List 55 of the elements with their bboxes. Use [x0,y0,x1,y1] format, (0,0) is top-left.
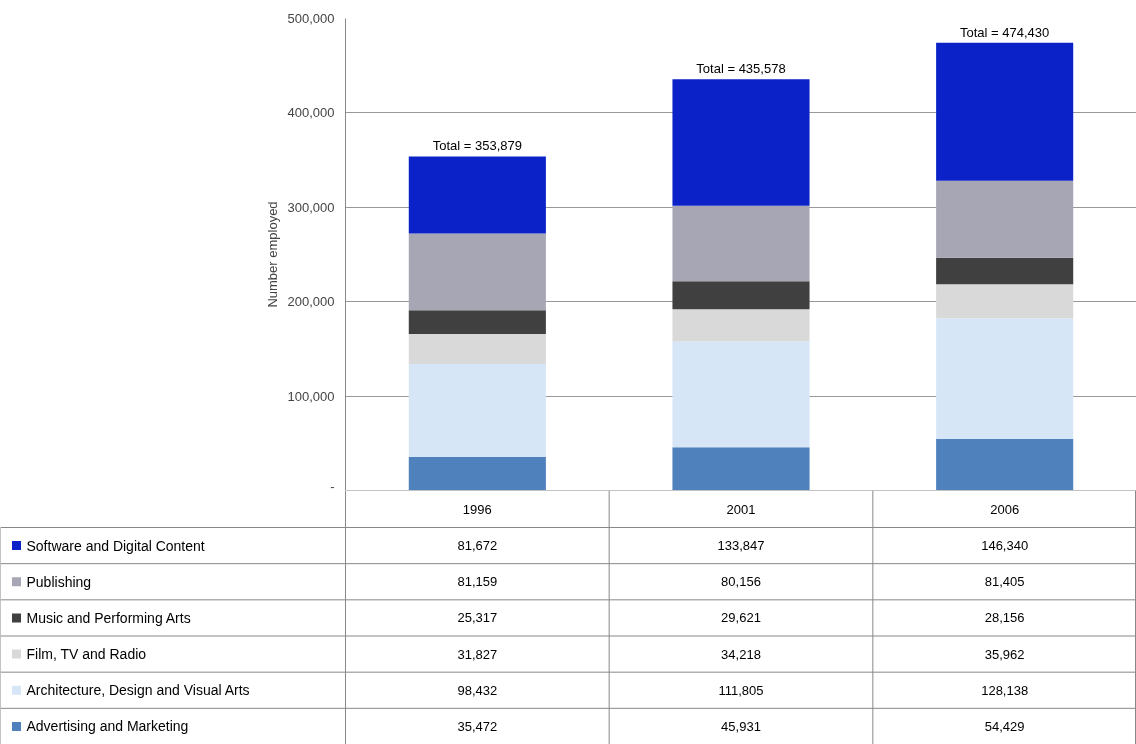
bar [408,156,546,234]
data-label: 54,429 [984,718,1025,734]
data-label: 81,405 [984,574,1025,590]
x-tick-label: 1996 [462,501,492,517]
y-tick-label: 300,000 [287,199,335,215]
data-label: 31,827 [457,646,498,662]
bar [672,281,810,310]
bar [936,284,1074,319]
y-tick-label: 500,000 [287,11,335,26]
data-label: 45,931 [721,718,761,734]
data-label: 80,156 [721,574,761,590]
bar [672,341,810,448]
bar [936,439,1074,490]
bar [936,318,1074,440]
bar [936,180,1074,258]
legend-label: Publishing [26,573,92,590]
legend-label: Music and Performing Arts [26,609,191,626]
data-label: 25,317 [457,610,498,626]
y-axis-title: Number employed [264,201,280,308]
y-tick-label: 200,000 [287,294,335,310]
x-tick-label: 2006 [990,501,1020,517]
bar [408,233,546,311]
x-tick-label: 2001 [726,501,756,517]
data-label: 111,805 [718,682,764,698]
legend-label: Software and Digital Content [26,537,205,554]
legend-label: Advertising and Marketing [26,718,189,735]
data-label: 35,472 [457,718,498,734]
data-label: 81,159 [457,574,498,590]
bar [408,310,546,335]
data-label: 29,621 [721,610,761,626]
y-tick-label: - [330,478,335,494]
bar [936,257,1074,285]
data-label: 128,138 [981,682,1029,698]
bar [408,457,546,490]
total-label: Total = 474,430 [960,24,1050,40]
bar [408,334,546,365]
bar [408,364,546,458]
data-label: 28,156 [984,610,1025,626]
y-tick-label: 400,000 [287,105,335,121]
bar [672,79,810,206]
y-tick-label: 100,000 [287,388,335,404]
bar [936,42,1074,181]
total-label: Total = 353,879 [432,138,522,154]
data-label: 35,962 [984,646,1025,662]
bar [672,447,810,490]
total-label: Total = 435,578 [696,61,786,77]
bar [672,205,810,282]
data-label: 133,847 [717,538,765,554]
data-label: 146,340 [981,538,1029,554]
legend-label: Film, TV and Radio [26,646,147,663]
bar [672,309,810,342]
data-label: 98,432 [457,682,498,698]
data-label: 34,218 [721,646,761,662]
data-label: 81,672 [457,538,498,554]
legend-label: Architecture, Design and Visual Arts [26,682,250,699]
